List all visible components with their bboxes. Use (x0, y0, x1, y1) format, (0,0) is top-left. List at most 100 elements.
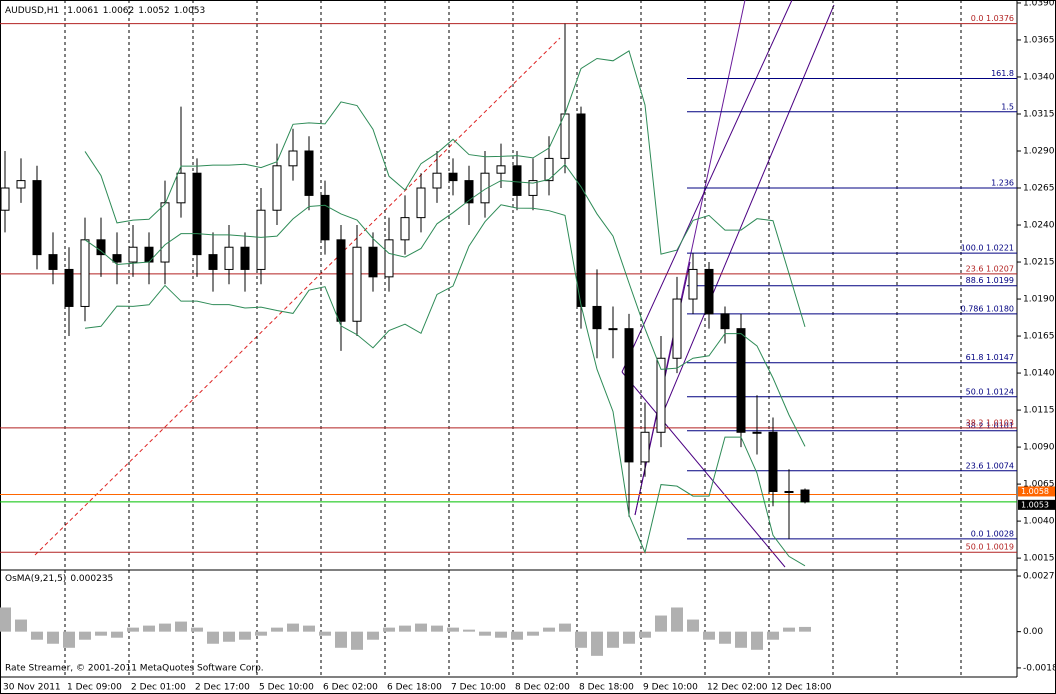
osma-bar (287, 623, 299, 632)
candle-body (96, 239, 106, 256)
osma-bar (175, 621, 187, 632)
fib-label: 0.786 1.0180 (961, 304, 1014, 313)
candle-body (752, 431, 762, 434)
bollinger-band (84, 163, 806, 447)
candle-body (160, 202, 170, 263)
osma-bar (479, 631, 491, 636)
price-tag-label: 1.0058 (1021, 487, 1049, 496)
x-tick-label: 12 Dec 02:00 (707, 683, 768, 693)
osma-bar (383, 627, 395, 632)
fib-label: 38.2 1.0103 (966, 418, 1014, 427)
fib-label: 1.236 (991, 179, 1014, 188)
osma-bar (623, 631, 635, 644)
x-tick-label: 1 Dec 09:00 (67, 683, 122, 693)
fib-label: 0.0 1.0376 (971, 14, 1014, 23)
candle-body (480, 172, 490, 204)
candle-body (304, 150, 314, 196)
candle-body (240, 246, 250, 270)
candle-body (368, 246, 378, 278)
candle-body (448, 172, 458, 182)
candle-body (16, 180, 26, 189)
y-tick-label: 1.0215 (1023, 258, 1055, 268)
osma-bar (767, 631, 779, 640)
y-tick-label: 1.0090 (1023, 443, 1055, 453)
osma-bar (575, 631, 587, 648)
candle-body (272, 165, 282, 211)
x-tick-label: 30 Nov 2011 (3, 683, 61, 693)
x-tick-label: 7 Dec 10:00 (451, 683, 506, 693)
y-tick-label: 1.0165 (1023, 332, 1055, 342)
osma-bar (799, 626, 811, 632)
osma-bar (367, 631, 379, 640)
candle-body (32, 180, 42, 256)
candle-body (528, 180, 538, 196)
header: AUDUSD,H1 1.0061 1.0062 1.0052 1.0053 (5, 6, 205, 16)
x-tick-label: 12 Dec 18:00 (771, 683, 832, 693)
close: 1.0053 (174, 6, 206, 16)
osma-bar (703, 631, 715, 640)
candle-body (80, 239, 90, 307)
fib-label: 1.5 (1001, 102, 1014, 111)
candle-body (288, 150, 298, 167)
channel-line (621, 371, 786, 568)
osma-bar (63, 631, 75, 648)
osma-bar (463, 629, 475, 632)
osma-bar (559, 623, 571, 632)
bollinger-band (84, 204, 806, 567)
osma-bar (47, 631, 59, 644)
osma-bar (431, 625, 443, 632)
candle-body (672, 298, 682, 359)
osma-bar (607, 631, 619, 648)
candle-body (688, 268, 698, 300)
candle-body (208, 254, 218, 270)
osma-bar (207, 631, 219, 644)
indicator-tick-label: 0.00 (1023, 627, 1043, 637)
candle-body (704, 268, 714, 315)
y-tick-label: 1.0065 (1023, 480, 1055, 490)
osma-bar (111, 631, 123, 638)
osma-bar (527, 631, 539, 636)
osma-bar (735, 631, 747, 648)
fib-label: 23.6 1.0207 (966, 264, 1014, 273)
candle-body (512, 165, 522, 196)
price-tag-label: 1.0053 (1021, 500, 1049, 509)
osma-bar (127, 627, 139, 632)
candle-body (176, 172, 186, 204)
candle-body (336, 239, 346, 322)
osma-bar (719, 631, 731, 644)
candle-body (800, 489, 810, 503)
candle-body (464, 180, 474, 204)
osma-bar (591, 631, 603, 656)
osma-bar (15, 619, 27, 632)
osma-bar (399, 625, 411, 632)
candle-body (720, 313, 730, 330)
osma-bar (0, 607, 11, 632)
osma-bar (255, 631, 267, 636)
x-tick-label: 5 Dec 10:00 (259, 683, 314, 693)
indicator-header: OsMA(9,21,5) 0.000235 (5, 574, 113, 584)
osma-bar (31, 631, 43, 640)
candle-body (432, 172, 442, 189)
low: 1.0052 (138, 6, 170, 16)
candle-body (640, 431, 650, 463)
y-tick-label: 1.0365 (1023, 35, 1055, 45)
fib-label: 0.0 1.0028 (971, 529, 1014, 538)
candle-body (144, 246, 154, 263)
fib-trend-line (34, 37, 561, 556)
y-tick-label: 1.0240 (1023, 221, 1055, 231)
candle-body (0, 187, 10, 211)
candle-body (576, 113, 586, 307)
symbol: AUDUSD,H1 (5, 6, 59, 16)
y-tick-label: 1.0290 (1023, 147, 1055, 157)
osma-bar (239, 631, 251, 640)
osma-bar (655, 615, 667, 632)
osma-bar (511, 631, 523, 640)
osma-bar (223, 631, 235, 642)
osma-bar (159, 623, 171, 632)
osma-bar (543, 627, 555, 632)
fib-label: 23.6 1.0074 (966, 461, 1014, 470)
candle-body (320, 194, 330, 241)
price-tag (1018, 486, 1055, 497)
candle-body (656, 357, 666, 433)
